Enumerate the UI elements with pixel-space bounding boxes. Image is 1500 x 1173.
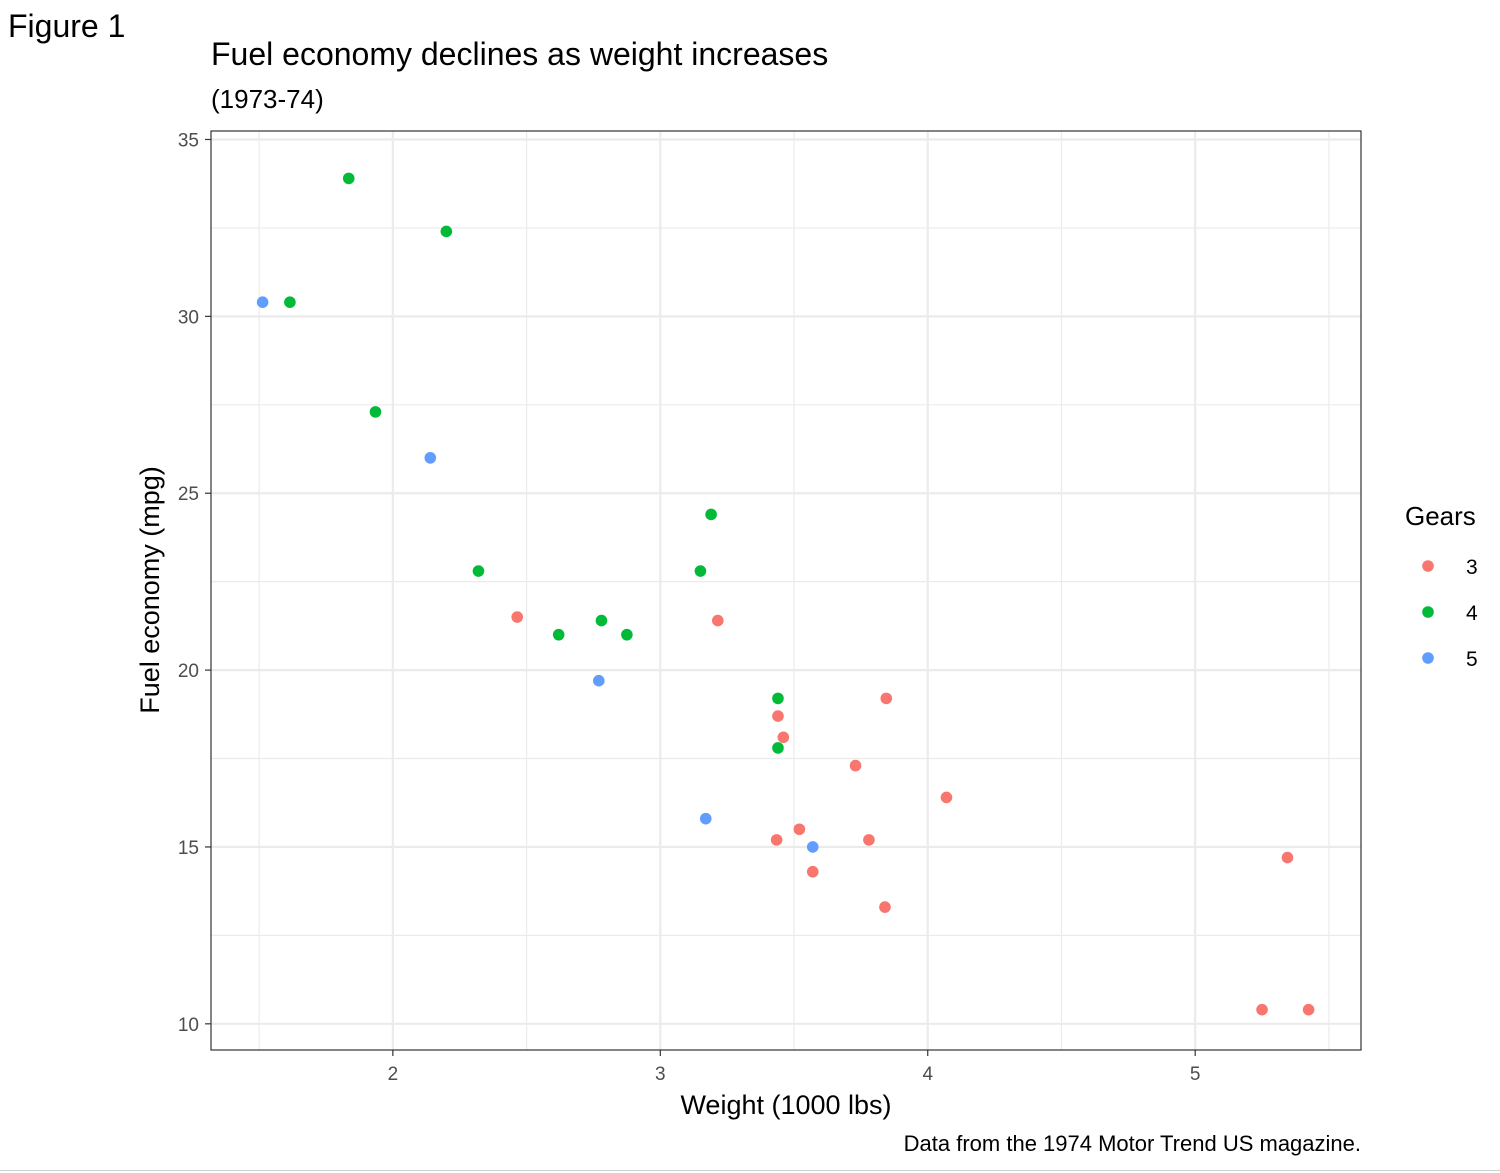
chart-title: Fuel economy declines as weight increase… xyxy=(211,36,829,72)
data-point-gear-4 xyxy=(472,565,485,577)
legend-key-3 xyxy=(1422,560,1434,572)
x-tick-label: 5 xyxy=(1190,1064,1201,1085)
y-axis-title: Fuel economy (mpg) xyxy=(135,466,165,714)
data-point-gear-4 xyxy=(552,628,565,641)
y-tick-label: 25 xyxy=(178,484,199,505)
figure-label: Figure 1 xyxy=(8,8,126,44)
data-points xyxy=(256,172,1315,1016)
data-point-gear-3 xyxy=(849,759,862,772)
legend-label-3: 3 xyxy=(1466,556,1478,579)
bottom-divider xyxy=(0,1170,1500,1171)
legend-key-4 xyxy=(1422,606,1434,618)
grid-lines xyxy=(211,131,1361,1050)
data-point-gear-5 xyxy=(256,296,269,309)
legend-key-5 xyxy=(1422,652,1434,664)
y-tick-label: 30 xyxy=(178,307,199,328)
data-point-gear-3 xyxy=(880,692,893,705)
x-axis-title: Weight (1000 lbs) xyxy=(680,1090,891,1120)
data-point-gear-4 xyxy=(342,172,355,185)
data-point-gear-3 xyxy=(1281,851,1294,864)
data-point-gear-3 xyxy=(1256,1003,1268,1016)
data-point-gear-3 xyxy=(712,614,724,627)
plot-panel-border xyxy=(210,130,1362,1051)
x-tick-label: 2 xyxy=(388,1064,399,1085)
data-point-gear-3 xyxy=(511,611,524,623)
data-point-gear-3 xyxy=(793,823,806,836)
data-point-gear-4 xyxy=(705,508,717,521)
data-point-gear-4 xyxy=(772,742,784,754)
data-point-gear-3 xyxy=(879,901,891,913)
axes: 2 3 4 5 10 15 20 25 30 35 xyxy=(178,130,1201,1085)
data-point-gear-4 xyxy=(621,628,633,641)
data-point-gear-3 xyxy=(1302,1003,1315,1016)
y-tick-label: 35 xyxy=(178,130,199,151)
x-tick-label: 4 xyxy=(922,1064,933,1085)
legend-title: Gears xyxy=(1405,501,1476,531)
data-point-gear-3 xyxy=(770,834,783,846)
y-tick-label: 20 xyxy=(178,661,199,682)
data-point-gear-3 xyxy=(863,834,875,846)
data-point-gear-4 xyxy=(440,225,453,238)
x-tick-label: 3 xyxy=(655,1064,666,1085)
chart-subtitle: (1973-74) xyxy=(211,84,324,114)
data-point-gear-4 xyxy=(284,296,296,309)
legend-label-4: 4 xyxy=(1466,602,1478,625)
plot-panel xyxy=(211,131,1361,1050)
data-point-gear-5 xyxy=(806,841,819,853)
data-point-gear-4 xyxy=(694,565,707,577)
legend-label-5: 5 xyxy=(1466,648,1478,671)
caption: Data from the 1974 Motor Trend US magazi… xyxy=(903,1131,1361,1156)
data-point-gear-4 xyxy=(772,692,784,705)
data-point-gear-4 xyxy=(595,614,608,627)
y-tick-label: 15 xyxy=(178,838,199,859)
data-point-gear-4 xyxy=(369,406,382,418)
data-point-gear-3 xyxy=(777,731,790,744)
data-point-gear-5 xyxy=(699,812,712,825)
data-point-gear-3 xyxy=(940,791,953,804)
legend: Gears 3 4 5 xyxy=(1405,501,1478,671)
data-point-gear-3 xyxy=(772,710,784,722)
data-point-gear-5 xyxy=(592,674,605,687)
y-tick-label: 10 xyxy=(178,1015,199,1036)
data-point-gear-5 xyxy=(424,452,437,464)
data-point-gear-3 xyxy=(806,865,819,878)
